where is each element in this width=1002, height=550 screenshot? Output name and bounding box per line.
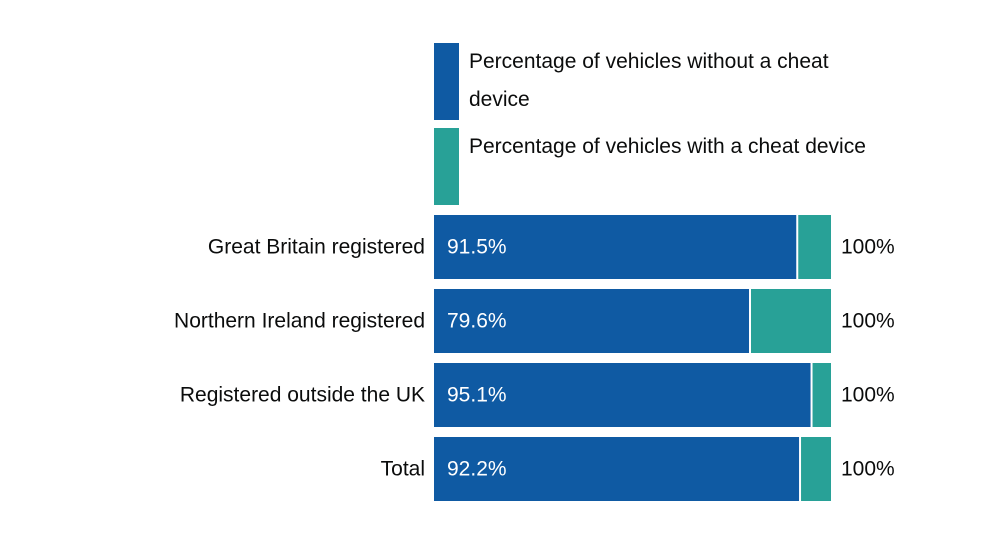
bar-segment [811,363,831,427]
legend-swatch [434,128,459,205]
bar-segment [434,215,798,279]
bar-segment [750,289,831,353]
legend-label: Percentage of vehicles without a cheat d… [469,50,829,111]
bar-segment [434,363,812,427]
category-label: Total [381,458,425,481]
legend-label: Percentage of vehicles with a cheat devi… [469,135,866,158]
value-label: 92.2% [447,458,507,481]
category-label: Great Britain registered [208,236,425,259]
value-label: 95.1% [447,384,507,407]
total-label: 100% [841,310,895,333]
category-label: Registered outside the UK [180,384,425,407]
value-label: 91.5% [447,236,507,259]
total-label: 100% [841,384,895,407]
bar-segment [797,215,831,279]
bar-segment [800,437,831,501]
bar-segment [434,289,751,353]
legend-swatch [434,43,459,120]
bar-segment [434,437,801,501]
total-label: 100% [841,458,895,481]
value-label: 79.6% [447,310,507,333]
total-label: 100% [841,236,895,259]
category-label: Northern Ireland registered [174,310,425,333]
